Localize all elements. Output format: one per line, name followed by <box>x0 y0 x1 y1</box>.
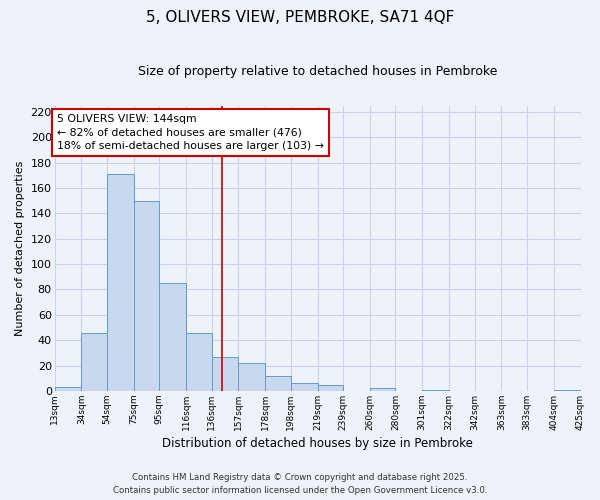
Bar <box>370 388 395 391</box>
Bar <box>422 390 449 391</box>
Bar <box>317 384 343 391</box>
X-axis label: Distribution of detached houses by size in Pembroke: Distribution of detached houses by size … <box>162 437 473 450</box>
Title: Size of property relative to detached houses in Pembroke: Size of property relative to detached ho… <box>138 65 497 78</box>
Bar <box>265 376 291 391</box>
Text: Contains HM Land Registry data © Crown copyright and database right 2025.
Contai: Contains HM Land Registry data © Crown c… <box>113 474 487 495</box>
Bar <box>159 283 186 391</box>
Bar <box>82 332 107 391</box>
Bar <box>238 363 265 391</box>
Bar <box>107 174 134 391</box>
Bar <box>291 384 317 391</box>
Bar <box>212 356 238 391</box>
Y-axis label: Number of detached properties: Number of detached properties <box>15 160 25 336</box>
Text: 5 OLIVERS VIEW: 144sqm
← 82% of detached houses are smaller (476)
18% of semi-de: 5 OLIVERS VIEW: 144sqm ← 82% of detached… <box>57 114 324 151</box>
Bar <box>554 390 581 391</box>
Text: 5, OLIVERS VIEW, PEMBROKE, SA71 4QF: 5, OLIVERS VIEW, PEMBROKE, SA71 4QF <box>146 10 454 25</box>
Bar <box>55 387 82 391</box>
Bar <box>186 332 212 391</box>
Bar <box>134 200 159 391</box>
